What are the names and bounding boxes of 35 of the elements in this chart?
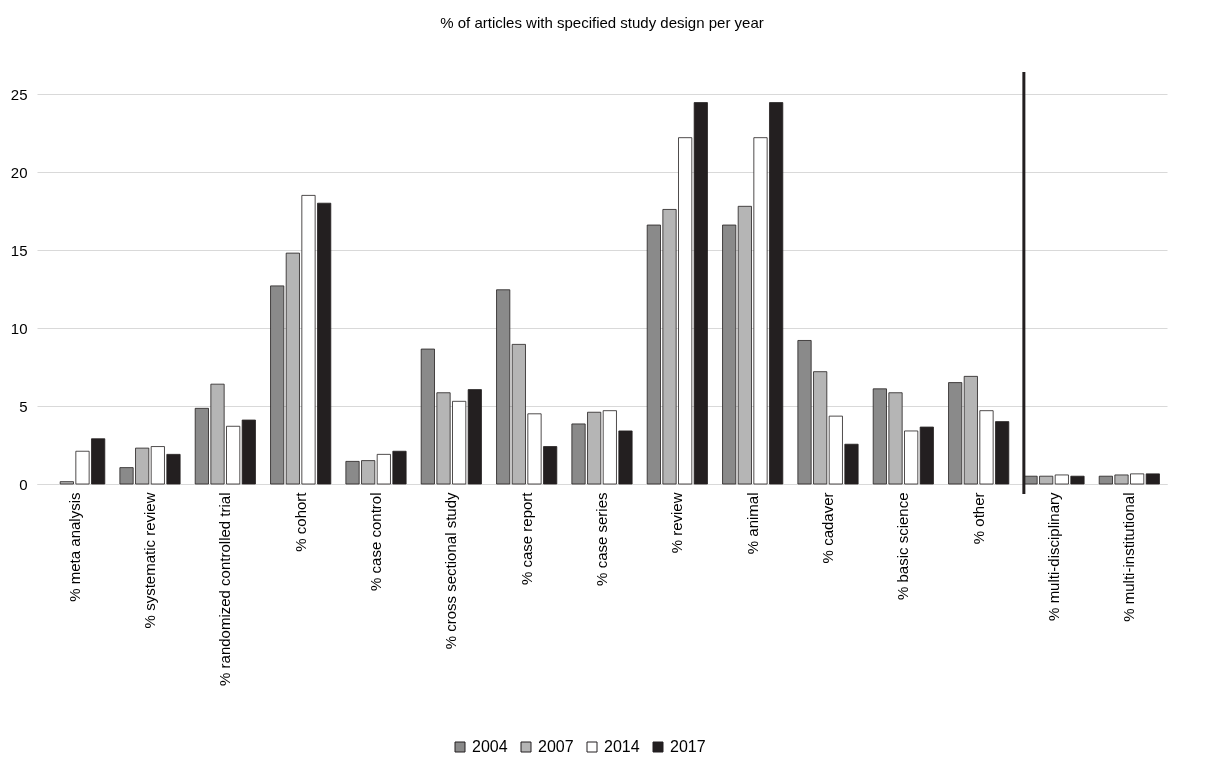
x-tick-label: % case report: [517, 491, 535, 586]
bar: [1145, 473, 1160, 485]
x-tick-label: % meta analysis: [65, 492, 83, 602]
x-tick-label: % other: [969, 492, 987, 545]
x-tick-label: % animal: [743, 492, 761, 555]
y-tick-label: 25: [10, 85, 28, 103]
chart-title: % of articles with specified study design per year: [440, 13, 764, 31]
x-tick-label: % case control: [367, 492, 384, 591]
bar: [467, 389, 482, 485]
bar: [919, 426, 934, 485]
x-tick-label: % basic science: [894, 492, 912, 601]
bar: [496, 289, 511, 485]
y-tick-label: 5: [19, 397, 28, 415]
legend-label: 2004: [472, 738, 508, 755]
x-tick-label: % multi-disciplinary: [1045, 492, 1062, 621]
x-tick-label: % cross sectional study: [442, 492, 460, 650]
y-tick-label: 10: [10, 319, 28, 337]
legend-label: 2007: [538, 738, 574, 755]
x-tick-label: % cadaver: [819, 492, 836, 564]
y-tick-label: 20: [10, 163, 28, 181]
bar: [722, 224, 737, 485]
bar: [948, 382, 963, 485]
legend-label: 2014: [604, 738, 640, 755]
bar: [241, 419, 256, 485]
x-tick-label: % review: [668, 492, 686, 554]
x-tick-label: % randomized controlled trial: [216, 492, 234, 686]
x-tick-label: % cohort: [291, 491, 309, 552]
x-tick-label: % systematic review: [141, 492, 158, 629]
y-tick-label: 0: [19, 475, 28, 493]
x-tick-label: % case series: [593, 492, 610, 586]
bar: [693, 102, 708, 485]
x-tick-label: % multi-institutional: [1120, 492, 1138, 622]
y-tick-label: 15: [10, 241, 28, 259]
bar: [270, 285, 285, 485]
legend-label: 2017: [670, 738, 706, 755]
